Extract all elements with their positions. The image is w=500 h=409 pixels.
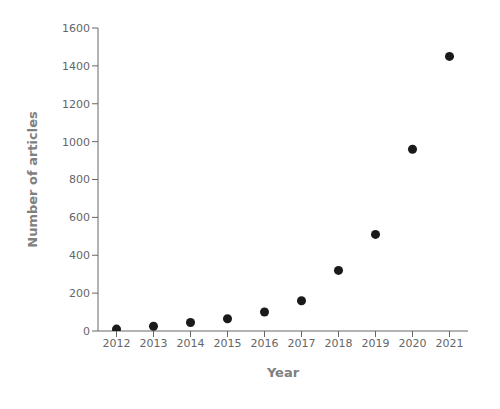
svg-text:2020: 2020 [399, 337, 427, 350]
svg-text:1200: 1200 [62, 98, 90, 111]
svg-text:2014: 2014 [177, 337, 205, 350]
svg-text:800: 800 [69, 173, 90, 186]
svg-text:1400: 1400 [62, 60, 90, 73]
svg-text:2013: 2013 [140, 337, 168, 350]
svg-text:400: 400 [69, 249, 90, 262]
svg-text:2015: 2015 [214, 337, 242, 350]
svg-text:2017: 2017 [288, 337, 316, 350]
svg-text:1000: 1000 [62, 136, 90, 149]
svg-text:2019: 2019 [362, 337, 390, 350]
svg-text:Number of articles: Number of articles [25, 111, 40, 248]
svg-text:0: 0 [83, 325, 90, 338]
svg-text:200: 200 [69, 287, 90, 300]
svg-text:2021: 2021 [436, 337, 464, 350]
svg-text:2016: 2016 [251, 337, 279, 350]
svg-text:600: 600 [69, 211, 90, 224]
svg-text:1600: 1600 [62, 22, 90, 35]
svg-text:Year: Year [266, 365, 300, 380]
svg-text:2012: 2012 [103, 337, 131, 350]
svg-text:2018: 2018 [325, 337, 353, 350]
